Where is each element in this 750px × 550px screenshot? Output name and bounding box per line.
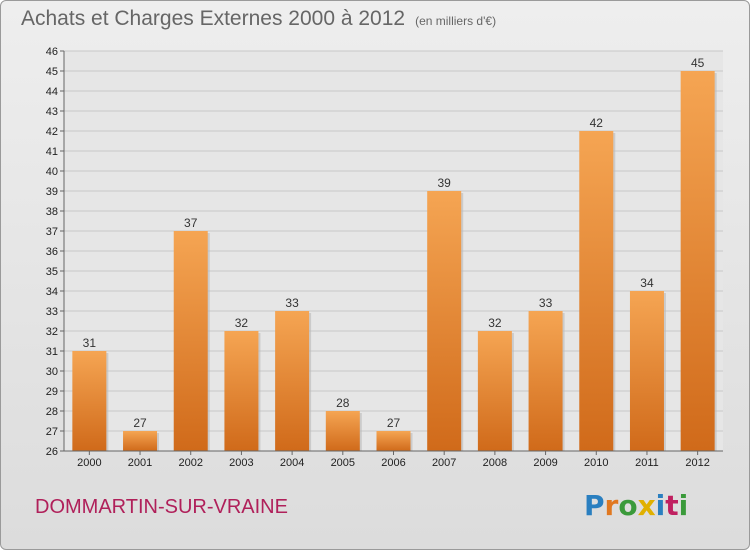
logo-letter: x [637, 489, 656, 522]
data-label-2012: 45 [691, 56, 705, 70]
y-tick-label: 34 [46, 286, 58, 298]
bar-2007 [427, 191, 462, 451]
y-tick-label: 41 [46, 146, 58, 158]
logo-letter: r [604, 489, 619, 522]
bar-2000 [72, 351, 107, 451]
bar-2005 [325, 411, 360, 451]
logo-letter: i [655, 489, 666, 522]
data-label-2000: 31 [83, 336, 97, 350]
bar-2002 [173, 231, 208, 451]
y-tick-label: 33 [46, 306, 58, 318]
data-label-2010: 42 [590, 116, 604, 130]
bar-2006 [376, 431, 411, 451]
y-tick-label: 40 [46, 166, 58, 178]
x-tick-label-2009: 2009 [533, 457, 557, 469]
y-tick-label: 29 [46, 386, 58, 398]
bar-2001 [123, 431, 158, 451]
data-label-2011: 34 [640, 276, 654, 290]
y-tick-label: 42 [46, 126, 58, 138]
y-tick-label: 38 [46, 206, 58, 218]
unit-note: (en milliers d'€) [415, 14, 497, 28]
x-tick-label-2006: 2006 [381, 457, 405, 469]
y-tick-label: 28 [46, 406, 58, 418]
data-label-2004: 33 [285, 296, 299, 310]
logo-letter: P [584, 489, 605, 522]
y-tick-label: 35 [46, 266, 58, 278]
y-tick-label: 36 [46, 246, 58, 258]
x-tick-label-2003: 2003 [229, 457, 253, 469]
x-tick-label-2004: 2004 [280, 457, 304, 469]
data-label-2003: 32 [235, 316, 249, 330]
bar-2012 [680, 71, 715, 451]
y-tick-label: 31 [46, 346, 58, 358]
data-label-2008: 32 [488, 316, 502, 330]
x-tick-label-2012: 2012 [685, 457, 709, 469]
logo-letter: o [618, 489, 638, 522]
x-tick-label-2007: 2007 [432, 457, 456, 469]
data-label-2009: 33 [539, 296, 553, 310]
bar-2009 [528, 311, 563, 451]
bars [72, 71, 717, 451]
y-tick-label: 37 [46, 226, 58, 238]
y-tick-label: 27 [46, 426, 58, 438]
proxiti-logo: Proxiti [584, 489, 688, 522]
y-tick-label: 45 [46, 66, 58, 78]
x-tick-label-2005: 2005 [331, 457, 355, 469]
x-tick-label-2008: 2008 [483, 457, 507, 469]
chart-title: Achats et Charges Externes 2000 à 2012 (e… [21, 7, 496, 31]
data-label-2005: 28 [336, 396, 350, 410]
data-labels: 31 27 37 32 33 28 27 39 32 33 42 34 45 [83, 56, 705, 430]
data-label-2006: 27 [387, 416, 401, 430]
y-tick-label: 43 [46, 106, 58, 118]
y-tick-label: 39 [46, 186, 58, 198]
chart-title-text: Achats et Charges Externes 2000 à 2012 [21, 7, 406, 30]
grid-lines [64, 50, 723, 452]
y-tick-label: 26 [46, 446, 58, 458]
x-tick-label-2002: 2002 [178, 457, 202, 469]
x-tick-label-2010: 2010 [584, 457, 608, 469]
y-tick-label: 46 [46, 46, 58, 58]
data-label-2001: 27 [133, 416, 147, 430]
y-tick-label: 30 [46, 366, 58, 378]
x-tick-label-2001: 2001 [128, 457, 152, 469]
x-tick-label-2000: 2000 [77, 457, 101, 469]
bar-2011 [629, 291, 664, 451]
bar-2008 [477, 331, 512, 451]
bar-2010 [579, 131, 614, 451]
logo-letter: t [665, 489, 679, 522]
data-label-2007: 39 [438, 176, 452, 190]
y-tick-label: 32 [46, 326, 58, 338]
bar-2004 [275, 311, 310, 451]
axes: 26 27 28 29 30 31 32 33 34 35 36 37 38 39 40 41 42 43 44 45… [46, 46, 723, 469]
location-name: DOMMARTIN-SUR-VRAINE [35, 496, 288, 518]
data-label-2002: 37 [184, 216, 198, 230]
x-tick-label-2011: 2011 [635, 457, 659, 469]
bar-2003 [224, 331, 259, 451]
y-tick-label: 44 [46, 86, 58, 98]
logo-letter: i [678, 489, 689, 522]
